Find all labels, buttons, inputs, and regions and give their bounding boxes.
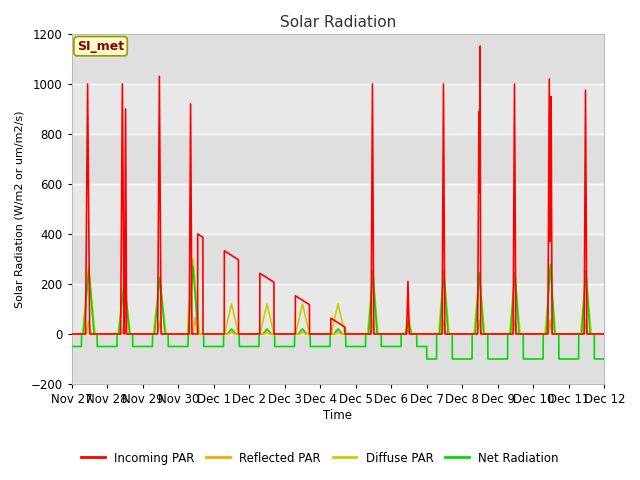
Legend: Incoming PAR, Reflected PAR, Diffuse PAR, Net Radiation: Incoming PAR, Reflected PAR, Diffuse PAR… bbox=[76, 447, 564, 469]
X-axis label: Time: Time bbox=[323, 409, 353, 422]
Bar bbox=[72, 34, 604, 84]
Bar bbox=[72, 334, 604, 384]
Bar bbox=[72, 234, 604, 284]
Bar bbox=[72, 134, 604, 184]
Y-axis label: Solar Radiation (W/m2 or um/m2/s): Solar Radiation (W/m2 or um/m2/s) bbox=[15, 110, 25, 308]
Text: SI_met: SI_met bbox=[77, 40, 124, 53]
Title: Solar Radiation: Solar Radiation bbox=[280, 15, 396, 30]
